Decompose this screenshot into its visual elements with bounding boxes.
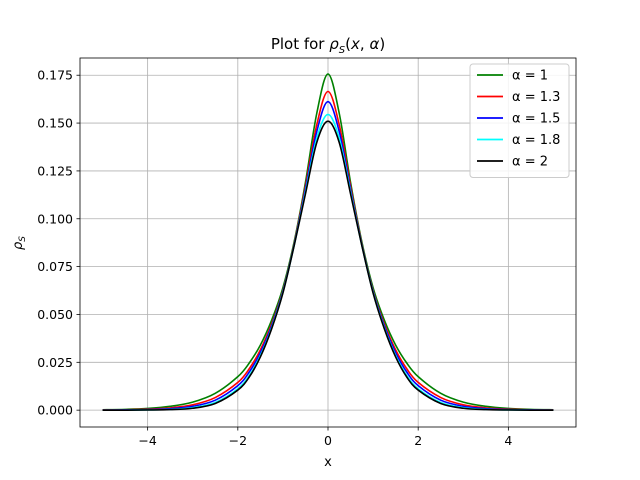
series-layer — [102, 73, 554, 411]
legend-label-3: α = 1.5 — [512, 112, 560, 127]
x-tick-label: 2 — [414, 433, 422, 448]
y-tick-label: 0.125 — [37, 163, 73, 178]
x-tick-label: −4 — [138, 433, 156, 448]
legend-label-1: α = 1 — [512, 69, 548, 84]
y-tick-label: 0.075 — [37, 259, 73, 274]
x-tick-label: 4 — [504, 433, 512, 448]
y-tick-label: 0.050 — [37, 307, 73, 322]
y-tick-label: 0.175 — [37, 68, 73, 83]
series-line-2 — [102, 90, 554, 411]
x-tick-label: −2 — [229, 433, 247, 448]
y-tick-label: 0.000 — [37, 403, 73, 418]
ticks: −4 −2 0 2 4 0.000 0.025 0.050 0.075 0.100 0.125 0.1… — [37, 68, 512, 448]
x-axis-label: x — [324, 455, 332, 470]
y-axis-label: ρS — [11, 236, 28, 250]
series-line-1 — [102, 73, 554, 411]
legend-label-2: α = 1.3 — [512, 90, 560, 105]
series-line-5 — [102, 120, 554, 411]
legend: α = 1 α = 1.3 α = 1.5 α = 1.8 α = 2 — [469, 63, 570, 178]
legend-box — [469, 63, 570, 178]
x-tick-label: 0 — [324, 433, 332, 448]
y-tick-label: 0.025 — [37, 355, 73, 370]
legend-label-4: α = 1.8 — [512, 133, 560, 148]
series-line-3 — [102, 100, 554, 411]
chart-title: Plot for ρS(x, α) — [271, 35, 385, 56]
legend-label-5: α = 2 — [512, 155, 548, 170]
y-tick-label: 0.150 — [37, 116, 73, 131]
y-tick-label: 0.100 — [37, 211, 73, 226]
